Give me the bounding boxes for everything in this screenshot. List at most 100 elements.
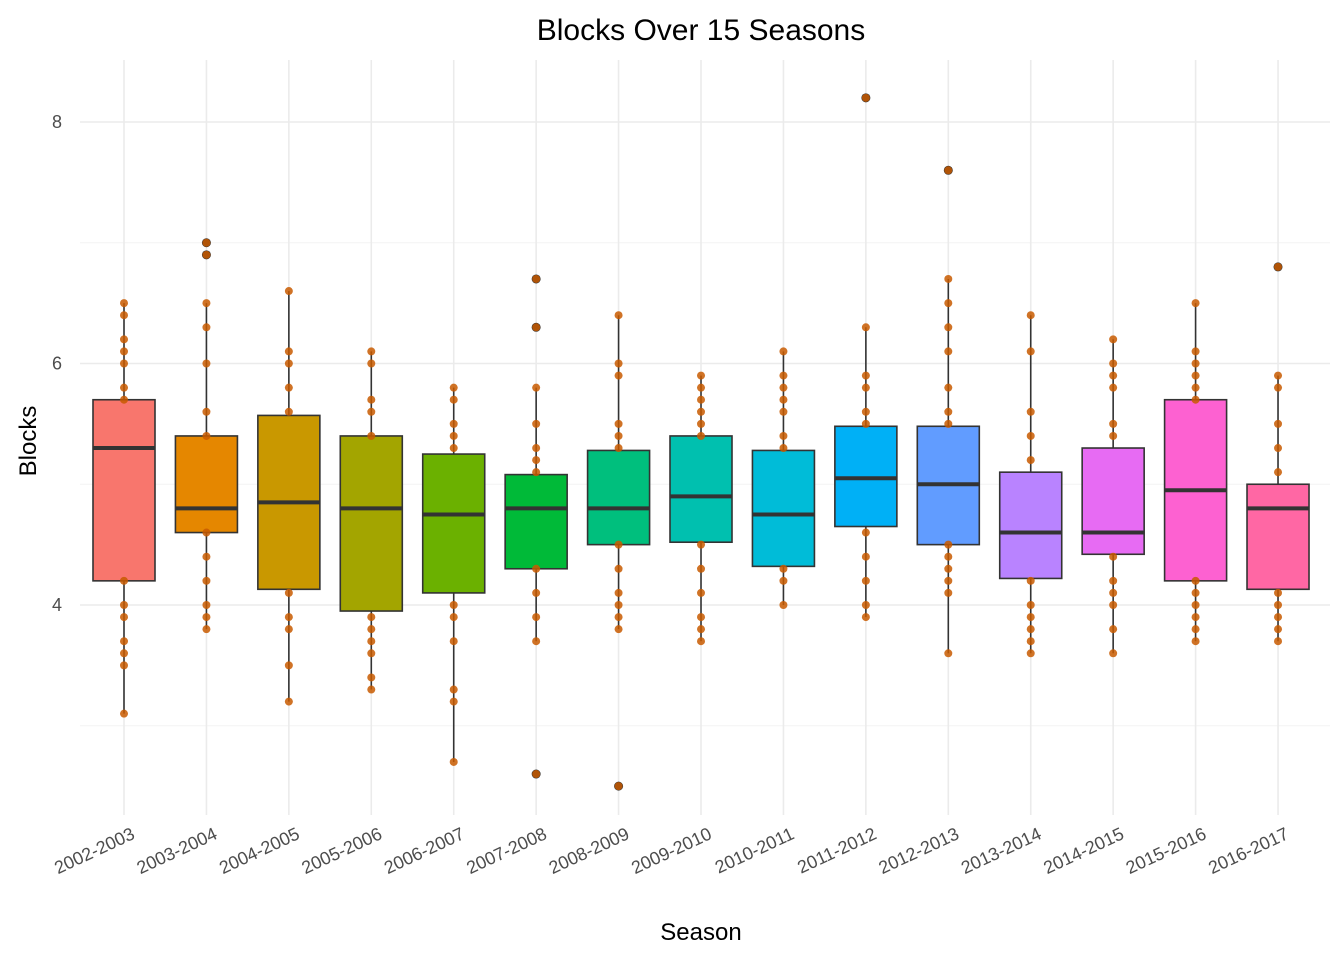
data-point	[614, 601, 623, 609]
data-point	[449, 601, 458, 609]
data-point	[367, 649, 376, 658]
data-point	[284, 383, 293, 392]
data-point	[944, 323, 953, 332]
box-2016-2017	[1246, 262, 1310, 646]
data-point	[449, 757, 458, 766]
data-point	[532, 419, 541, 428]
box-2013-2014	[998, 311, 1063, 658]
data-point	[1274, 613, 1283, 622]
data-point	[1191, 613, 1200, 622]
box-2003-2004	[174, 238, 239, 634]
data-point	[120, 359, 128, 368]
data-point	[614, 419, 623, 428]
data-point	[1274, 601, 1283, 609]
data-point	[697, 637, 706, 646]
data-point	[861, 93, 870, 102]
box-2006-2007	[421, 383, 486, 766]
data-point	[944, 588, 953, 597]
data-point	[120, 383, 128, 392]
data-point	[861, 576, 870, 585]
data-point	[861, 323, 870, 332]
data-point	[120, 335, 128, 344]
x-tick-label: 2013-2014	[958, 823, 1044, 878]
x-axis-title: Season	[660, 919, 741, 946]
data-point	[120, 576, 128, 585]
box-2014-2015	[1081, 335, 1145, 658]
data-point	[1274, 588, 1283, 597]
box-2002-2003	[92, 299, 156, 718]
data-point	[1191, 601, 1200, 609]
data-point	[944, 649, 953, 658]
data-point	[1026, 407, 1035, 416]
data-point	[449, 637, 458, 646]
box-body	[339, 435, 404, 612]
box-2012-2013	[916, 165, 981, 658]
data-point	[1026, 576, 1035, 585]
x-tick-label: 2015-2016	[1123, 823, 1209, 878]
data-point	[614, 782, 623, 791]
data-point	[202, 552, 211, 561]
data-point	[449, 613, 458, 622]
data-point	[449, 383, 458, 392]
data-point	[614, 588, 623, 597]
data-point	[1026, 311, 1035, 320]
data-point	[697, 419, 706, 428]
data-point	[861, 613, 870, 622]
data-point	[697, 407, 706, 416]
data-point	[367, 685, 376, 694]
data-point	[284, 625, 293, 634]
data-point	[120, 613, 128, 622]
data-point	[532, 588, 541, 597]
data-point	[1109, 371, 1118, 380]
box-2011-2012	[834, 93, 898, 622]
data-point	[944, 274, 953, 283]
data-point	[944, 576, 953, 585]
data-point	[1026, 456, 1035, 465]
box-2015-2016	[1163, 299, 1228, 646]
box-body	[586, 449, 651, 546]
box-2007-2008	[504, 274, 568, 779]
data-point	[944, 299, 953, 308]
box-body	[669, 435, 733, 544]
data-point	[944, 419, 953, 428]
data-point	[779, 347, 788, 356]
data-point	[614, 359, 623, 368]
data-point	[120, 347, 128, 356]
data-point	[202, 359, 211, 368]
x-tick-label: 2006-2007	[381, 823, 467, 878]
data-point	[779, 564, 788, 573]
x-tick-label: 2008-2009	[546, 823, 632, 878]
data-point	[861, 419, 870, 428]
x-tick-label: 2003-2004	[134, 823, 220, 878]
data-point	[779, 576, 788, 585]
data-point	[367, 637, 376, 646]
data-point	[614, 371, 623, 380]
boxes	[92, 93, 1310, 791]
data-point	[944, 564, 953, 573]
data-point	[120, 299, 128, 308]
data-point	[697, 564, 706, 573]
data-point	[944, 552, 953, 561]
data-point	[367, 347, 376, 356]
data-point	[1109, 335, 1118, 344]
data-point	[1026, 649, 1035, 658]
data-point	[697, 540, 706, 549]
data-point	[284, 407, 293, 416]
data-point	[614, 625, 623, 634]
box-body	[1081, 447, 1145, 556]
data-point	[944, 166, 953, 175]
x-tick-label: 2007-2008	[463, 823, 549, 878]
y-tick-label: 8	[52, 112, 62, 132]
data-point	[944, 540, 953, 549]
data-point	[367, 613, 376, 622]
data-point	[614, 444, 623, 453]
data-point	[532, 468, 541, 477]
data-point	[367, 395, 376, 404]
data-point	[532, 323, 541, 332]
data-point	[367, 625, 376, 634]
data-point	[779, 395, 788, 404]
data-point	[284, 613, 293, 622]
data-point	[1191, 625, 1200, 634]
data-point	[614, 431, 623, 440]
